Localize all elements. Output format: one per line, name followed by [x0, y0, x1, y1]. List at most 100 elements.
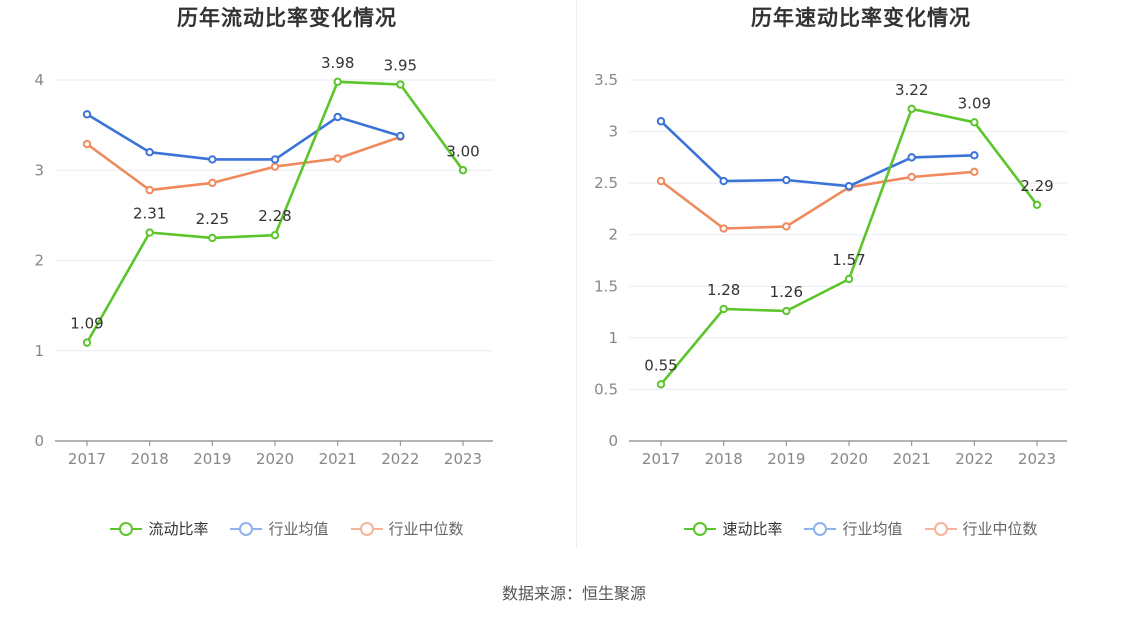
legend-label: 流动比率 — [148, 520, 209, 538]
series-line-2 — [86, 135, 401, 192]
legend: 速动比率 行业均值 行业中位数 — [574, 518, 1148, 539]
legend-item-industry-average[interactable]: 行业均值 — [230, 518, 329, 539]
data-label: 1.26 — [770, 283, 803, 301]
legend-marker-icon — [804, 521, 837, 536]
series-line-1 — [660, 120, 975, 188]
data-label: 2.29 — [1020, 177, 1053, 195]
x-tick-label: 2021 — [893, 450, 931, 468]
data-point — [145, 185, 154, 195]
data-point — [333, 77, 342, 87]
x-tick-label: 2022 — [381, 450, 419, 468]
legend-item-industry-average[interactable]: 行业均值 — [804, 518, 903, 539]
data-point — [208, 233, 217, 243]
x-tick-label: 2020 — [830, 450, 868, 468]
x-tick-label: 2023 — [444, 450, 482, 468]
data-source-note: 数据来源：恒生聚源 — [501, 584, 646, 603]
data-point — [844, 274, 854, 284]
data-label: 0.55 — [644, 356, 677, 374]
x-tick-label: 2017 — [642, 450, 680, 468]
legend-label: 行业均值 — [842, 520, 903, 538]
x-tick-label: 2019 — [767, 450, 805, 468]
legend-label: 行业均值 — [268, 520, 329, 538]
data-point — [844, 182, 854, 191]
y-tick-label: 0.5 — [594, 380, 618, 398]
y-tick-label: 2.5 — [594, 174, 618, 192]
data-point — [333, 154, 342, 163]
data-point — [208, 178, 217, 188]
legend-label: 速动比率 — [722, 520, 783, 538]
legend-marker-icon — [924, 521, 957, 536]
x-tick-label: 2018 — [131, 450, 169, 468]
data-point — [145, 148, 154, 157]
data-point — [719, 224, 728, 233]
x-tick-label: 2019 — [193, 450, 231, 468]
data-point — [782, 175, 791, 185]
x-tick-label: 2017 — [68, 450, 106, 468]
y-tick-label: 0 — [608, 432, 618, 450]
x-tick-label: 2023 — [1018, 450, 1056, 468]
y-tick-label: 1.5 — [594, 277, 618, 295]
data-point — [270, 162, 280, 171]
data-point — [208, 155, 217, 164]
legend-item-current-ratio[interactable]: 流动比率 — [110, 518, 208, 539]
legend-marker-icon — [684, 521, 717, 536]
data-label: 3.09 — [958, 94, 991, 112]
legend-item-industry-median[interactable]: 行业中位数 — [350, 518, 464, 539]
data-label: 3.95 — [384, 57, 417, 75]
data-point — [907, 104, 916, 114]
data-point — [719, 304, 728, 314]
line-chart-quick-ratio: 0 0.5 1 1.5 2 2.5 3 3.5 2017 2018 2019 2020 2021 2022… — [594, 71, 1067, 468]
data-label: 2.31 — [133, 205, 166, 223]
data-point — [82, 110, 92, 119]
x-tick-label: 2018 — [705, 450, 743, 468]
data-point — [970, 118, 979, 127]
data-label: 1.57 — [832, 251, 865, 269]
series-line-2 — [660, 170, 975, 230]
data-point — [458, 166, 468, 175]
data-point — [656, 117, 666, 126]
data-point — [333, 112, 342, 122]
data-label: 2.25 — [196, 210, 229, 228]
data-label: 3.98 — [321, 54, 354, 72]
x-tick-label: 2020 — [256, 450, 294, 468]
data-point — [145, 228, 154, 237]
data-label: 3.22 — [895, 81, 928, 99]
data-point — [396, 80, 405, 89]
y-tick-label: 2 — [34, 252, 44, 270]
legend-item-quick-ratio[interactable]: 速动比率 — [684, 518, 782, 539]
x-tick-label: 2022 — [955, 450, 993, 468]
series-line-0 — [660, 107, 1039, 386]
data-label: 3.00 — [446, 142, 479, 160]
y-tick-label: 3 — [608, 123, 618, 141]
data-point — [270, 155, 280, 164]
legend-marker-icon — [110, 521, 143, 536]
chart-panel-current-ratio: 历年流动比率变化情况 0 1 2 3 4 2017 2018 2019 2020 2021 2022… — [0, 0, 574, 560]
legend-label: 行业中位数 — [962, 520, 1038, 538]
legend-marker-icon — [350, 521, 383, 536]
data-label: 1.09 — [70, 315, 103, 333]
data-point — [907, 172, 916, 182]
y-tick-label: 1 — [34, 342, 44, 360]
data-point — [719, 176, 728, 186]
y-tick-label: 4 — [34, 71, 44, 89]
line-chart-current-ratio: 0 1 2 3 4 2017 2018 2019 2020 2021 2022 2023 1.09 2.3… — [34, 54, 493, 468]
x-tick-label: 2021 — [319, 450, 357, 468]
series-line-1 — [86, 113, 401, 161]
data-point — [656, 380, 666, 389]
data-point — [82, 139, 92, 149]
legend-label: 行业中位数 — [388, 520, 464, 538]
data-point — [907, 153, 916, 162]
panel-divider — [576, 0, 577, 548]
data-point — [656, 176, 666, 186]
data-point — [970, 151, 979, 160]
chart-title: 历年流动比率变化情况 — [177, 6, 397, 30]
data-point — [782, 306, 791, 316]
legend-item-industry-median[interactable]: 行业中位数 — [924, 518, 1038, 539]
chart-panel-quick-ratio: 历年速动比率变化情况 0 0.5 1 1.5 2 2.5 3 3.5 2017 2018 2019 2… — [574, 0, 1148, 560]
legend: 流动比率 行业均值 行业中位数 — [0, 518, 574, 539]
data-point — [782, 222, 791, 231]
y-tick-label: 0 — [34, 432, 44, 450]
y-tick-label: 1 — [608, 329, 618, 347]
data-label: 2.28 — [258, 207, 291, 225]
y-tick-label: 2 — [608, 226, 618, 244]
